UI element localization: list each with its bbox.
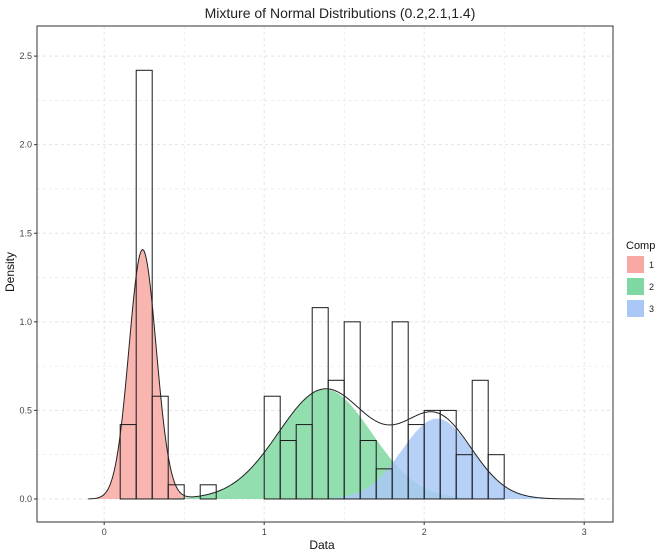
legend-label-2: 2 [649, 282, 654, 292]
histogram-bar [471, 379, 489, 500]
histogram-bar [135, 69, 153, 500]
legend-key-3 [627, 300, 644, 317]
y-tick-label: 1.0 [19, 317, 32, 327]
x-tick-label: 0 [102, 527, 107, 537]
mixture-density-curve [88, 248, 585, 500]
x-tick-label: 1 [262, 527, 267, 537]
plot-area [36, 25, 614, 523]
y-tick-label: 0.0 [19, 494, 32, 504]
legend: Comp 1 2 3 [626, 240, 655, 317]
legend-key-2 [627, 278, 644, 295]
y-tick-label: 0.5 [19, 405, 32, 415]
histogram-bar [343, 321, 361, 500]
density-area-comp-1 [88, 249, 201, 499]
y-tick-label: 2.5 [19, 51, 32, 61]
x-axis-label: Data [309, 538, 335, 552]
histogram-bar [151, 395, 169, 500]
histogram-bar [167, 484, 185, 500]
legend-key-1 [627, 256, 644, 273]
histogram-bar [391, 321, 409, 500]
y-tick-label: 2.0 [19, 140, 32, 150]
x-tick-label: 2 [422, 527, 427, 537]
y-axis-label: Density [3, 252, 17, 292]
histogram-bar [487, 454, 505, 500]
legend-title: Comp [626, 240, 655, 252]
legend-label-3: 3 [649, 304, 654, 314]
legend-label-1: 1 [649, 260, 654, 270]
panel-border [36, 25, 614, 523]
chart-title: Mixture of Normal Distributions (0.2,2.1… [205, 5, 476, 21]
y-tick-label: 1.5 [19, 228, 32, 238]
x-tick-label: 3 [582, 527, 587, 537]
